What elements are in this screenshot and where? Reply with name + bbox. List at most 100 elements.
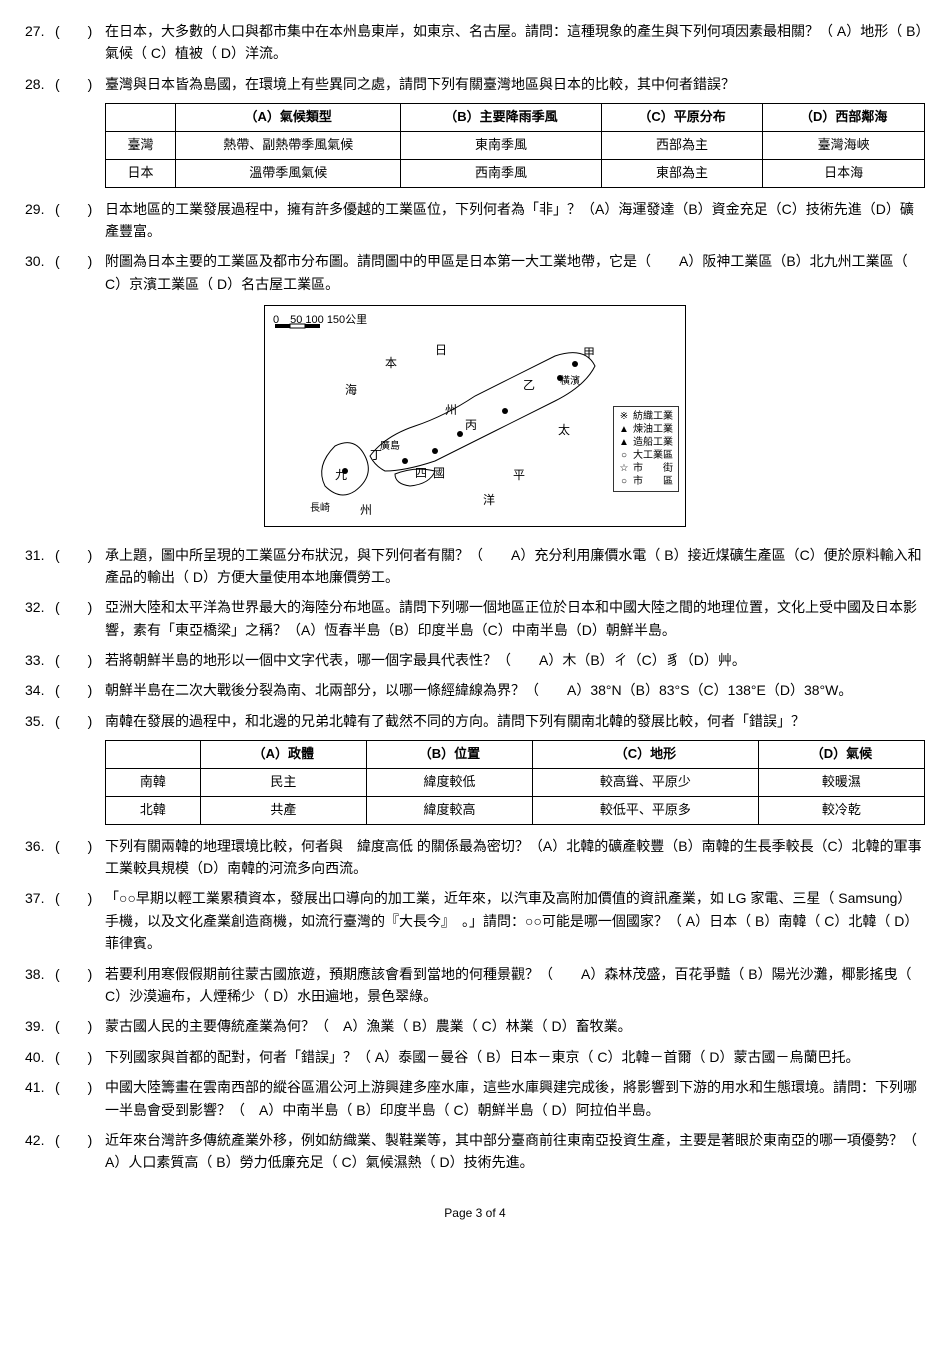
table-cell: 西部為主 bbox=[601, 131, 763, 159]
question-text: 「○○早期以輕工業累積資本，發展出口導向的加工業，近年來，以汽車及高附加價值的資… bbox=[105, 887, 925, 954]
question-text: 日本地區的工業發展過程中，擁有許多優越的工業區位，下列何者為「非」？（A）海運發… bbox=[105, 198, 925, 243]
map-label-jia: 甲 bbox=[583, 344, 595, 363]
answer-blank: ( ) bbox=[55, 710, 105, 732]
question-text: 若要利用寒假假期前往蒙古國旅遊，預期應該會看到當地的何種景觀？（ A）森林茂盛，… bbox=[105, 963, 925, 1008]
table-header: （D）氣候 bbox=[758, 741, 924, 769]
answer-blank: ( ) bbox=[55, 1046, 105, 1068]
table-cell: 共產 bbox=[200, 796, 366, 824]
legend-label: 紡織工業 bbox=[633, 410, 673, 423]
table-cell: 緯度較高 bbox=[366, 796, 532, 824]
map-scale: 0 50 100 150公里 bbox=[273, 312, 367, 330]
question-text: 下列有關兩韓的地理環境比較，何者與 緯度高低 的關係最為密切？（A）北韓的礦產較… bbox=[105, 835, 925, 880]
answer-blank: ( ) bbox=[55, 250, 105, 272]
answer-blank: ( ) bbox=[55, 73, 105, 95]
answer-blank: ( ) bbox=[55, 887, 105, 909]
legend-label: 大工業區 bbox=[633, 449, 673, 462]
question-text: 南韓在發展的過程中，和北邊的兄弟北韓有了截然不同的方向。請問下列有關南北韓的發展… bbox=[105, 710, 925, 732]
question-30: 30. ( ) 附圖為日本主要的工業區及都市分布圖。請問圖中的甲區是日本第一大工… bbox=[25, 250, 925, 295]
map-label-tai: 太 bbox=[558, 421, 570, 440]
question-number: 38. bbox=[25, 963, 55, 985]
map-label-hai: 海 bbox=[345, 381, 357, 400]
question-28: 28. ( ) 臺灣與日本皆為島國，在環境上有些異同之處，請問下列有關臺灣地區與… bbox=[25, 73, 925, 95]
table-35: （A）政體 （B）位置 （C）地形 （D）氣候 南韓 民主 緯度較低 較高聳、平… bbox=[105, 740, 925, 824]
question-number: 31. bbox=[25, 544, 55, 566]
question-text: 附圖為日本主要的工業區及都市分布圖。請問圖中的甲區是日本第一大工業地帶，它是（ … bbox=[105, 250, 925, 295]
table-cell: 較低平、平原多 bbox=[533, 796, 759, 824]
table-header bbox=[106, 741, 201, 769]
table-header bbox=[106, 104, 176, 132]
question-number: 42. bbox=[25, 1129, 55, 1151]
question-31: 31. ( ) 承上題，圖中所呈現的工業區分布狀況，與下列何者有關？（ A）充分… bbox=[25, 544, 925, 589]
map-label-yang: 洋 bbox=[483, 491, 495, 510]
map-legend: ※紡織工業 ▲煉油工業 ▲造船工業 ○大工業區 ☆市 街 ○市 區 bbox=[613, 406, 679, 492]
map-label-ben: 本 bbox=[385, 354, 397, 373]
question-29: 29. ( ) 日本地區的工業發展過程中，擁有許多優越的工業區位，下列何者為「非… bbox=[25, 198, 925, 243]
page-footer: Page 3 of 4 bbox=[25, 1204, 925, 1223]
table-cell: 較暖濕 bbox=[758, 769, 924, 797]
answer-blank: ( ) bbox=[55, 835, 105, 857]
question-number: 29. bbox=[25, 198, 55, 220]
table-header-row: （A）氣候類型 （B）主要降雨季風 （C）平原分布 （D）西部鄰海 bbox=[106, 104, 925, 132]
answer-blank: ( ) bbox=[55, 596, 105, 618]
question-number: 34. bbox=[25, 679, 55, 701]
question-number: 30. bbox=[25, 250, 55, 272]
question-33: 33. ( ) 若將朝鮮半島的地形以一個中文字代表，哪一個字最具代表性？（ A）… bbox=[25, 649, 925, 671]
question-text: 亞洲大陸和太平洋為世界最大的海陸分布地區。請問下列哪一個地區正位於日本和中國大陸… bbox=[105, 596, 925, 641]
legend-row: ○市 區 bbox=[619, 475, 673, 488]
japan-map-figure: 0 50 100 150公里 甲 乙 丙 丁 日 本 海 太 平 洋 州 九 四… bbox=[25, 305, 925, 533]
question-number: 36. bbox=[25, 835, 55, 857]
japan-map: 0 50 100 150公里 甲 乙 丙 丁 日 本 海 太 平 洋 州 九 四… bbox=[264, 305, 686, 527]
legend-row: ○大工業區 bbox=[619, 449, 673, 462]
table-cell: 北韓 bbox=[106, 796, 201, 824]
table-cell: 日本海 bbox=[763, 159, 925, 187]
table-row: 臺灣 熱帶、副熱帶季風氣候 東南季風 西部為主 臺灣海峽 bbox=[106, 131, 925, 159]
question-42: 42. ( ) 近年來台灣許多傳統產業外移，例如紡織業、製鞋業等，其中部分臺商前… bbox=[25, 1129, 925, 1174]
question-number: 35. bbox=[25, 710, 55, 732]
map-label-ri: 日 bbox=[435, 341, 447, 360]
table-cell: 日本 bbox=[106, 159, 176, 187]
question-number: 39. bbox=[25, 1015, 55, 1037]
map-label-yokohama: 橫濱 bbox=[560, 374, 580, 390]
table-header: （A）氣候類型 bbox=[176, 104, 401, 132]
table-header: （C）平原分布 bbox=[601, 104, 763, 132]
map-label-yi: 乙 bbox=[523, 376, 535, 395]
question-38: 38. ( ) 若要利用寒假假期前往蒙古國旅遊，預期應該會看到當地的何種景觀？（… bbox=[25, 963, 925, 1008]
question-39: 39. ( ) 蒙古國人民的主要傳統產業為何？（ A）漁業（ B）農業（ C）林… bbox=[25, 1015, 925, 1037]
question-text: 朝鮮半島在二次大戰後分裂為南、北兩部分，以哪一條經緯線為界？（ A）38°N（B… bbox=[105, 679, 925, 701]
question-number: 41. bbox=[25, 1076, 55, 1098]
question-32: 32. ( ) 亞洲大陸和太平洋為世界最大的海陸分布地區。請問下列哪一個地區正位… bbox=[25, 596, 925, 641]
table-28: （A）氣候類型 （B）主要降雨季風 （C）平原分布 （D）西部鄰海 臺灣 熱帶、… bbox=[105, 103, 925, 187]
table-row: 日本 溫帶季風氣候 西南季風 東部為主 日本海 bbox=[106, 159, 925, 187]
answer-blank: ( ) bbox=[55, 1015, 105, 1037]
table-header: （A）政體 bbox=[200, 741, 366, 769]
table-cell: 溫帶季風氣候 bbox=[176, 159, 401, 187]
map-label-hiroshima: 廣島 bbox=[380, 439, 400, 455]
legend-label: 造船工業 bbox=[633, 436, 673, 449]
legend-row: ☆市 街 bbox=[619, 462, 673, 475]
map-label-ping: 平 bbox=[513, 466, 525, 485]
answer-blank: ( ) bbox=[55, 544, 105, 566]
map-label-bing: 丙 bbox=[465, 416, 477, 435]
map-label-kyushu: 九 bbox=[335, 466, 347, 485]
answer-blank: ( ) bbox=[55, 198, 105, 220]
question-number: 32. bbox=[25, 596, 55, 618]
table-cell: 東南季風 bbox=[401, 131, 601, 159]
question-number: 40. bbox=[25, 1046, 55, 1068]
table-row: 北韓 共產 緯度較高 較低平、平原多 較冷乾 bbox=[106, 796, 925, 824]
legend-row: ▲造船工業 bbox=[619, 436, 673, 449]
legend-row: ▲煉油工業 bbox=[619, 423, 673, 436]
question-41: 41. ( ) 中國大陸籌畫在雲南西部的縱谷區湄公河上游興建多座水庫，這些水庫興… bbox=[25, 1076, 925, 1121]
question-36: 36. ( ) 下列有關兩韓的地理環境比較，何者與 緯度高低 的關係最為密切？（… bbox=[25, 835, 925, 880]
question-text: 承上題，圖中所呈現的工業區分布狀況，與下列何者有關？（ A）充分利用廉價水電（ … bbox=[105, 544, 925, 589]
table-cell: 較冷乾 bbox=[758, 796, 924, 824]
table-header: （B）主要降雨季風 bbox=[401, 104, 601, 132]
map-label-zhou: 州 bbox=[360, 501, 372, 520]
question-text: 下列國家與首都的配對，何者「錯誤」？（ A）泰國－曼谷（ B）日本－東京（ C）… bbox=[105, 1046, 925, 1068]
table-header: （B）位置 bbox=[366, 741, 532, 769]
answer-blank: ( ) bbox=[55, 679, 105, 701]
question-37: 37. ( ) 「○○早期以輕工業累積資本，發展出口導向的加工業，近年來，以汽車… bbox=[25, 887, 925, 954]
legend-label: 煉油工業 bbox=[633, 423, 673, 436]
table-cell: 緯度較低 bbox=[366, 769, 532, 797]
answer-blank: ( ) bbox=[55, 1076, 105, 1098]
legend-row: ※紡織工業 bbox=[619, 410, 673, 423]
